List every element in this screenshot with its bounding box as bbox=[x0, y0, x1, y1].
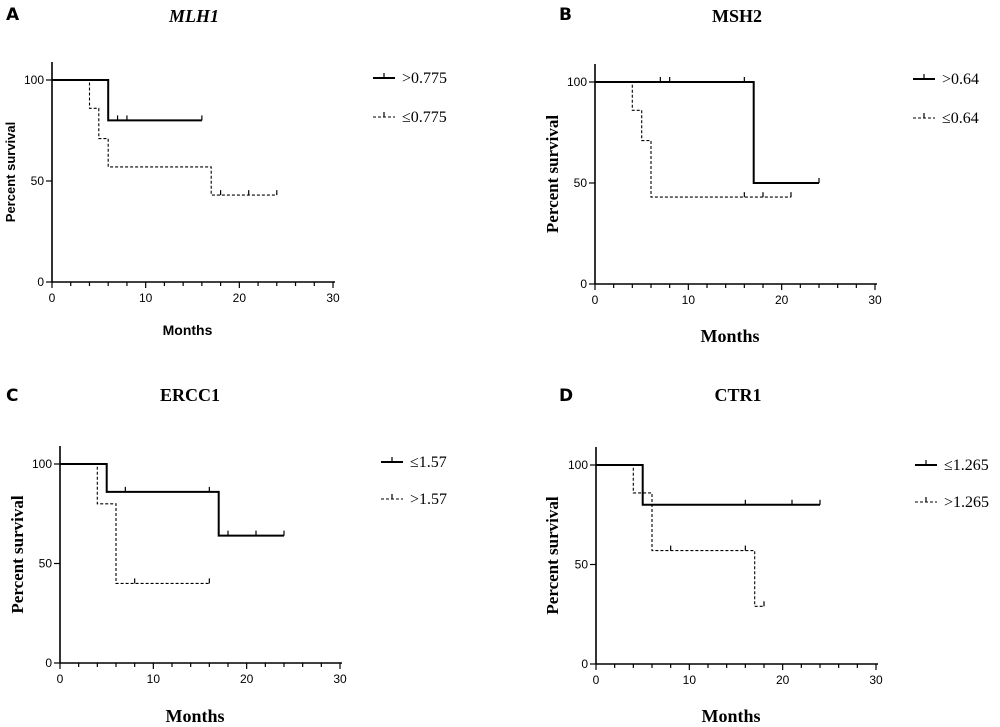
legend-label: >0.64 bbox=[942, 71, 979, 88]
legend-label: ≤1.265 bbox=[944, 457, 989, 474]
y-tick-label: 50 bbox=[39, 557, 53, 571]
x-tick-label: 20 bbox=[776, 673, 790, 687]
chart-title: MSH2 bbox=[712, 6, 762, 26]
legend-label: ≤1.57 bbox=[410, 454, 447, 471]
legend-label: >0.775 bbox=[402, 70, 447, 87]
y-tick-label: 0 bbox=[580, 277, 587, 291]
km-curve-solid bbox=[596, 464, 820, 506]
chart-title: ERCC1 bbox=[160, 385, 220, 405]
y-tick-label: 0 bbox=[45, 656, 52, 670]
y-axis-label: Percent survival bbox=[543, 496, 562, 614]
panel-letter: A bbox=[6, 5, 20, 25]
y-tick-label: 50 bbox=[31, 174, 45, 188]
km-curve-solid bbox=[60, 463, 284, 537]
y-tick-label: 50 bbox=[574, 176, 588, 190]
x-tick-label: 10 bbox=[682, 293, 696, 307]
x-tick-label: 20 bbox=[775, 293, 789, 307]
x-tick-label: 20 bbox=[240, 672, 254, 686]
x-tick-label: 0 bbox=[49, 291, 56, 305]
km-curve-dashed bbox=[595, 81, 791, 198]
y-axis-label: Percent survival bbox=[8, 495, 27, 613]
x-tick-label: 0 bbox=[592, 293, 599, 307]
x-tick-label: 30 bbox=[868, 293, 882, 307]
chart-panel-c: C ERCC1 0 10 20 30 0 50 100 Percent survival Month… bbox=[6, 385, 447, 726]
chart-title: CTR1 bbox=[714, 385, 761, 405]
panel-letter: D bbox=[559, 386, 573, 406]
y-axis-label: Percent survival bbox=[3, 122, 18, 222]
y-tick-label: 0 bbox=[581, 657, 588, 671]
km-curve-solid bbox=[52, 79, 202, 122]
x-tick-label: 30 bbox=[869, 673, 883, 687]
x-tick-label: 20 bbox=[233, 291, 247, 305]
panel-letter: C bbox=[6, 386, 18, 406]
x-axis-label: Months bbox=[701, 706, 760, 726]
km-curve-dashed bbox=[60, 463, 210, 584]
x-tick-label: 0 bbox=[57, 672, 64, 686]
x-axis-label: Months bbox=[165, 706, 224, 726]
y-tick-label: 100 bbox=[24, 73, 44, 87]
legend-label: ≤0.775 bbox=[402, 109, 447, 126]
y-axis-label: Percent survival bbox=[543, 115, 562, 233]
x-tick-label: 30 bbox=[333, 672, 347, 686]
x-tick-label: 10 bbox=[139, 291, 153, 305]
x-tick-label: 0 bbox=[593, 673, 600, 687]
x-axis-label: Months bbox=[700, 326, 759, 346]
legend-label: >1.57 bbox=[410, 491, 447, 508]
x-axis-label: Months bbox=[163, 322, 213, 338]
legend-label: >1.265 bbox=[944, 494, 989, 511]
chart-panel-a: A MLH1 0 10 20 30 0 50 100 Percent survival Months… bbox=[3, 5, 447, 338]
y-tick-label: 0 bbox=[37, 275, 44, 289]
km-curve-dashed bbox=[596, 464, 764, 607]
chart-panel-b: B MSH2 0 10 20 30 0 50 100 Percent survival Months… bbox=[543, 5, 979, 346]
chart-panel-d: D CTR1 0 10 20 30 0 50 100 Percent survival Months… bbox=[543, 385, 989, 726]
y-tick-label: 100 bbox=[568, 458, 588, 472]
x-tick-label: 10 bbox=[683, 673, 697, 687]
y-tick-label: 100 bbox=[32, 457, 52, 471]
panel-letter: B bbox=[559, 5, 572, 25]
km-curve-dashed bbox=[52, 79, 277, 196]
km-curve-solid bbox=[595, 81, 819, 184]
legend-label: ≤0.64 bbox=[942, 110, 979, 127]
x-tick-label: 10 bbox=[147, 672, 161, 686]
y-tick-label: 50 bbox=[575, 558, 589, 572]
chart-title: MLH1 bbox=[168, 6, 219, 26]
y-tick-label: 100 bbox=[567, 75, 587, 89]
x-tick-label: 30 bbox=[326, 291, 340, 305]
